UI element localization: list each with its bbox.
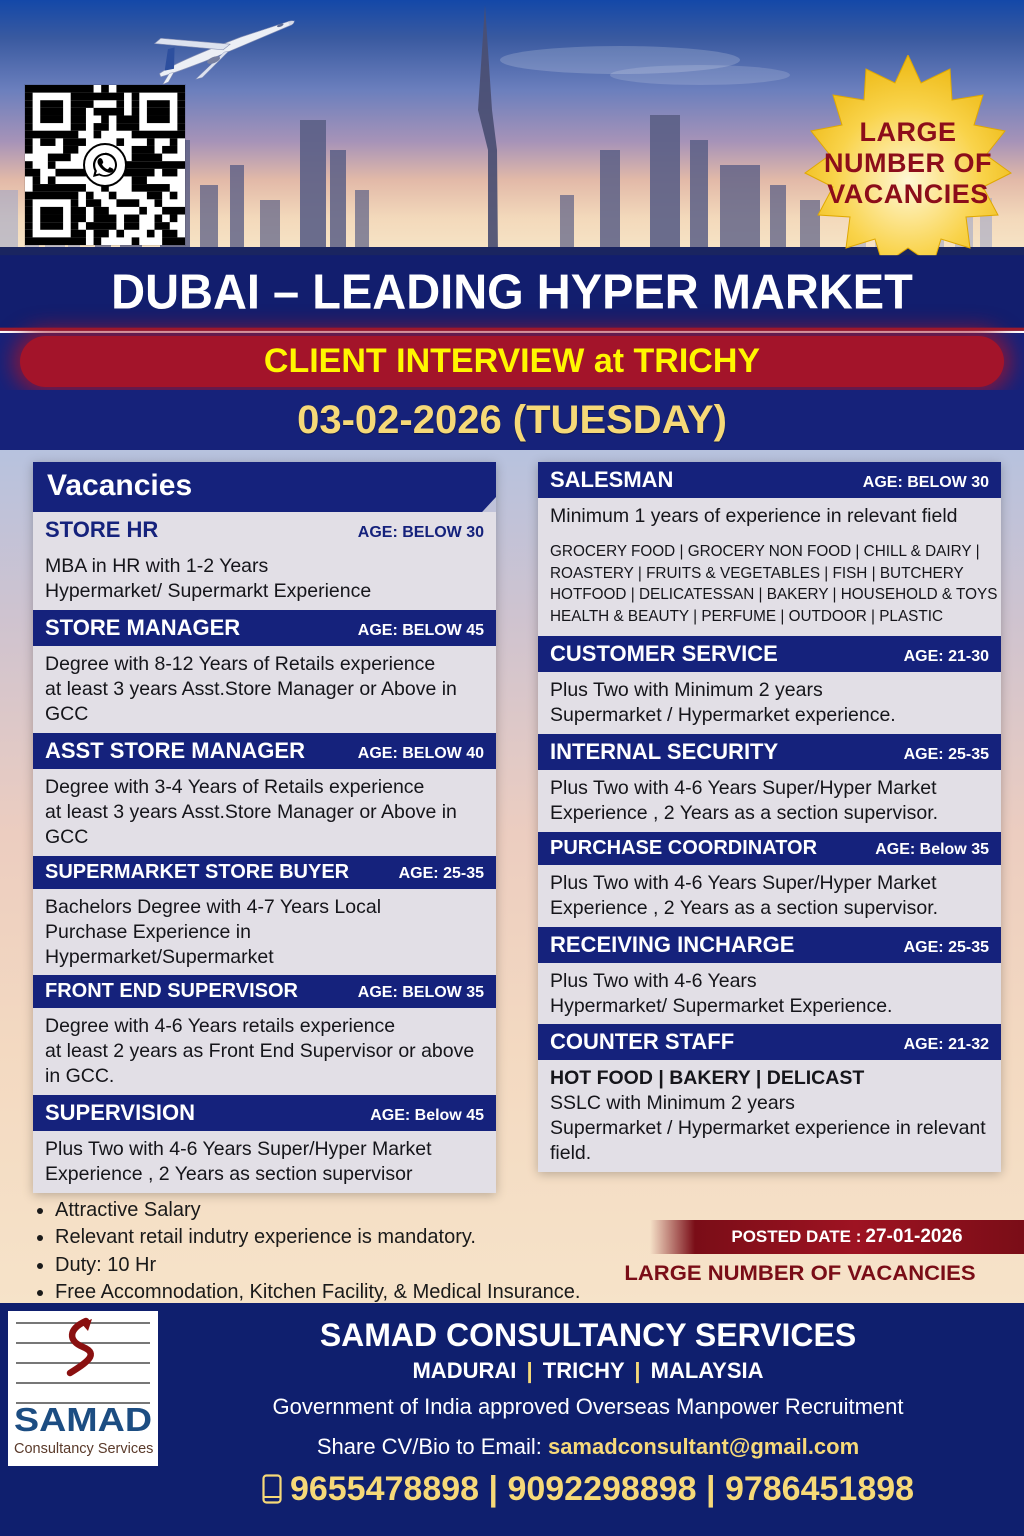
svg-text:SAMAD: SAMAD [14, 1401, 152, 1438]
svg-text:Consultancy Services: Consultancy Services [14, 1441, 153, 1457]
